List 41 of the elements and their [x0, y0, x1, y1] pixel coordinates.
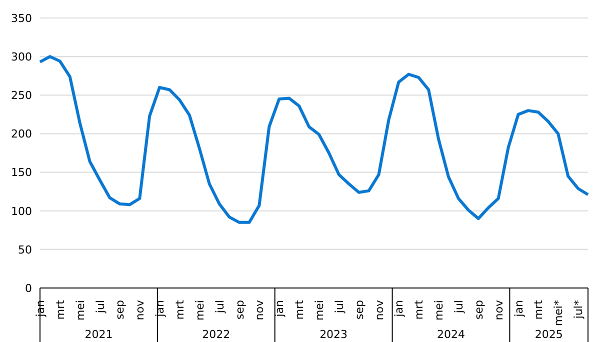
x-tick-label: jan [512, 300, 526, 318]
x-tick-label: mei [193, 300, 206, 321]
text: 2023 [320, 328, 348, 341]
y-tick-label: 0 [25, 282, 32, 295]
x-tick-label: sep [472, 300, 486, 320]
text: 2022 [202, 328, 230, 341]
x-tick-label: sep [114, 300, 127, 320]
x-tick-label: mei [432, 300, 446, 321]
x-tick-label: jan [273, 300, 286, 318]
y-tick-label: 50 [18, 243, 32, 256]
x-tick-label: jul [94, 300, 107, 314]
x-tick-label: mrt [173, 299, 186, 320]
text: 2024 [437, 328, 465, 341]
x-tick-label: jan [392, 300, 406, 318]
x-tick-label: nov [253, 300, 266, 320]
x-tick-label: mrt [293, 299, 306, 320]
x-tick-label: jul [332, 300, 346, 314]
x-tick-label: mei* [552, 300, 566, 326]
text: 2025 [534, 328, 563, 341]
x-tick-label: mrt [412, 299, 426, 320]
y-tick-label: 350 [11, 12, 32, 25]
x-tick-label: sep [352, 300, 366, 320]
x-tick-label: jan [154, 300, 167, 318]
y-tick-label: 300 [11, 50, 32, 64]
x-tick-label: mrt [54, 299, 67, 320]
x-tick-label: mei [312, 300, 326, 321]
y-tick-label: 100 [11, 204, 32, 218]
x-tick-label: jul [452, 300, 466, 314]
line-series [38, 55, 590, 224]
x-tick-label: mei [74, 300, 87, 321]
x-tick-label: sep [233, 300, 246, 320]
x-tick-label: nov [134, 300, 147, 320]
text: 2021 [84, 328, 113, 341]
x-tick-label: nov [372, 300, 386, 320]
y-tick-label: 250 [11, 89, 32, 102]
y-tick-label: 200 [11, 128, 32, 141]
x-tick-label: jul* [572, 300, 586, 320]
x-tick-label: jul [213, 300, 226, 314]
x-tick-label: nov [492, 300, 506, 320]
x-tick-label: mrt [532, 299, 546, 320]
y-tick-label: 150 [11, 166, 32, 180]
